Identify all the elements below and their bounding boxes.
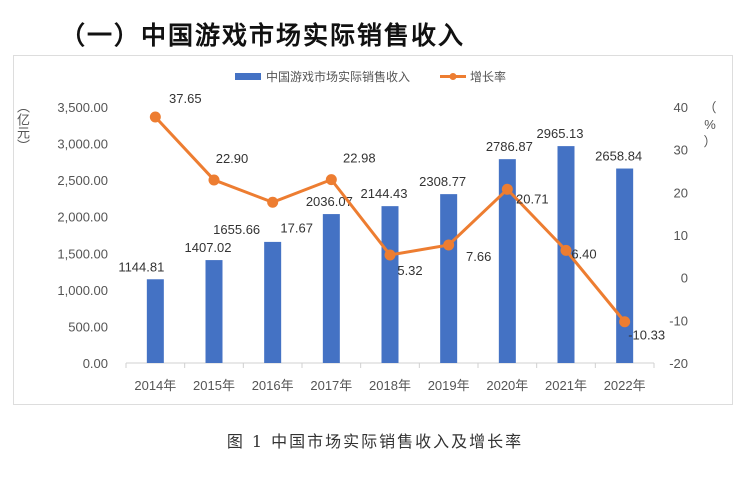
line-label: 20.71 <box>516 191 549 206</box>
bar <box>322 214 340 363</box>
bar-label: 2144.43 <box>361 186 408 201</box>
figure-caption: 图 1 中国市场实际销售收入及增长率 <box>226 432 524 451</box>
line-label: 22.98 <box>343 151 376 166</box>
y2-tick-label: 0 <box>681 271 688 286</box>
y2-tick-label: -20 <box>669 356 688 371</box>
line-label: -10.33 <box>628 328 665 343</box>
y-tick-label: 2,500.00 <box>57 173 108 188</box>
x-tick-label: 2020年 <box>486 378 528 393</box>
bar <box>498 159 516 363</box>
y2-tick-label: -10 <box>669 313 688 328</box>
x-tick-label: 2015年 <box>193 378 235 393</box>
bar-label: 2658.84 <box>595 149 642 164</box>
y2-tick-label: 30 <box>674 143 688 158</box>
line-point <box>560 244 572 256</box>
line-point <box>384 249 396 261</box>
line-point <box>501 183 513 195</box>
line-label: 37.65 <box>169 91 202 106</box>
x-tick-label: 2022年 <box>604 378 646 393</box>
line-label: 6.40 <box>571 246 596 261</box>
legend-bar-swatch <box>235 73 261 80</box>
bar <box>264 241 282 363</box>
legend-line-label: 增长率 <box>470 69 506 84</box>
bar-label: 2308.77 <box>419 174 466 189</box>
line-point <box>267 196 279 208</box>
y2-axis-title-char: % <box>704 117 716 132</box>
legend-bar-label: 中国游戏市场实际销售收入 <box>266 69 410 84</box>
bar <box>381 206 399 363</box>
y-tick-label: 3,500.00 <box>57 100 108 115</box>
x-tick-label: 2018年 <box>369 378 411 393</box>
line-label: 7.66 <box>466 249 491 264</box>
bar-label: 1407.02 <box>185 240 232 255</box>
x-tick-label: 2019年 <box>428 378 470 393</box>
bar <box>146 279 164 363</box>
line-point <box>149 111 161 123</box>
bar-label: 2036.07 <box>306 194 353 209</box>
x-tick-label: 2014年 <box>134 378 176 393</box>
line-point <box>619 316 631 328</box>
y2-axis-title-char: ） <box>703 134 716 149</box>
y2-tick-label: 20 <box>674 185 688 200</box>
y-tick-label: 2,000.00 <box>57 210 108 225</box>
y2-axis-title-char: （ <box>703 100 716 115</box>
section-heading: （一）中国游戏市场实际销售收入 <box>60 21 466 50</box>
y-tick-label: 1,000.00 <box>57 283 108 298</box>
y-tick-label: 1,500.00 <box>57 246 108 261</box>
line-label: 5.32 <box>397 263 422 278</box>
line-point <box>325 174 337 186</box>
y-tick-label: 0.00 <box>83 356 108 371</box>
bar-label: 2965.13 <box>537 126 584 141</box>
legend-line-marker <box>449 73 457 80</box>
y2-tick-label: 10 <box>674 228 688 243</box>
bar <box>440 194 458 363</box>
bar <box>205 260 223 363</box>
y-tick-label: 500.00 <box>68 319 108 334</box>
line-label: 22.90 <box>216 151 249 166</box>
line-point <box>208 174 220 186</box>
bar-label: 2786.87 <box>486 139 533 154</box>
x-tick-label: 2021年 <box>545 378 587 393</box>
chart-frame <box>13 55 733 405</box>
bar-label: 1655.66 <box>213 222 260 237</box>
x-tick-label: 2016年 <box>252 378 294 393</box>
y-axis-title: （亿元） <box>15 100 30 152</box>
line-point <box>443 239 455 251</box>
y-tick-label: 3,000.00 <box>57 137 108 152</box>
x-tick-label: 2017年 <box>310 378 352 393</box>
y2-tick-label: 40 <box>674 100 688 115</box>
bar-label: 1144.81 <box>118 259 164 274</box>
line-label: 17.67 <box>280 220 313 235</box>
